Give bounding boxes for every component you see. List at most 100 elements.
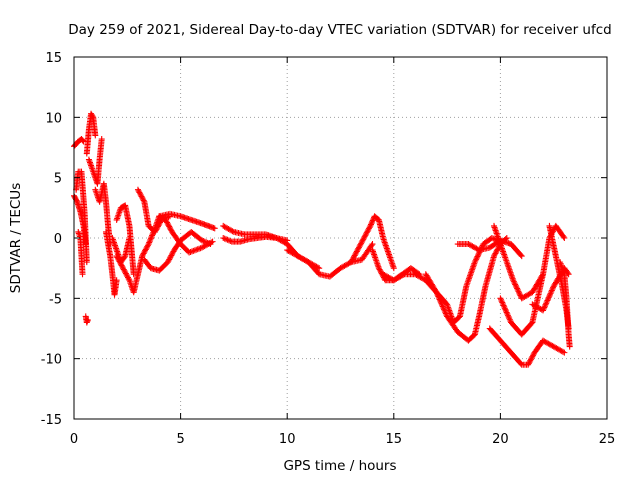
data-point <box>141 249 148 256</box>
data-point <box>140 250 147 257</box>
data-point <box>120 265 127 272</box>
data-point <box>115 255 122 262</box>
series-arc-f <box>83 110 99 157</box>
data-point <box>368 242 375 249</box>
data-point <box>493 247 500 254</box>
data-point <box>517 252 524 259</box>
data-point <box>510 278 517 285</box>
data-point <box>561 235 568 241</box>
data-point <box>356 243 363 250</box>
data-point <box>203 239 210 246</box>
data-point <box>542 301 549 308</box>
data-point <box>512 281 519 288</box>
data-point <box>390 265 397 272</box>
data-point <box>360 236 367 243</box>
y-tick-label: 5 <box>54 172 62 187</box>
axis-ticks: 0 5 10 15 20 25 -15 -10 -5 0 5 10 15 <box>41 51 616 447</box>
data-point <box>351 252 358 259</box>
x-tick-label: 10 <box>279 432 296 447</box>
data-point <box>547 290 554 297</box>
data-point <box>511 280 518 287</box>
data-point <box>122 270 129 277</box>
data-point <box>137 192 144 199</box>
data-point <box>501 305 508 312</box>
series-arc-d <box>75 228 86 278</box>
data-point <box>516 289 523 296</box>
data-point <box>83 259 90 266</box>
series-arc-o <box>141 228 214 274</box>
data-point <box>376 266 383 273</box>
data-point <box>147 236 154 243</box>
data-point <box>528 320 535 327</box>
data-point <box>149 231 156 238</box>
data-point <box>546 293 553 300</box>
data-point <box>166 224 173 231</box>
data-point <box>113 277 120 284</box>
data-point <box>92 132 99 139</box>
data-point <box>545 296 552 303</box>
data-point <box>140 197 147 204</box>
data-point <box>550 284 557 291</box>
data-point <box>169 249 176 256</box>
data-point <box>543 300 550 307</box>
x-axis-label: GPS time / hours <box>283 458 396 474</box>
data-point <box>79 271 86 278</box>
data-point <box>497 295 504 302</box>
x-tick-label: 15 <box>386 432 403 447</box>
data-point <box>365 225 372 232</box>
data-point <box>358 239 365 246</box>
data-point <box>118 262 125 269</box>
series-arc-r <box>220 233 291 245</box>
data-point <box>354 247 361 254</box>
data-point <box>198 237 205 244</box>
data-point <box>139 194 146 201</box>
data-point <box>540 307 547 314</box>
data-point <box>166 255 173 262</box>
data-point <box>526 359 533 366</box>
data-point <box>200 238 207 245</box>
data-point <box>475 252 482 259</box>
data-point <box>471 259 478 266</box>
data-point <box>365 226 372 233</box>
data-point <box>113 253 120 260</box>
data-point <box>501 303 508 310</box>
data-point <box>527 357 534 364</box>
data-point <box>503 308 510 315</box>
data-point <box>229 228 236 235</box>
data-point <box>168 252 175 259</box>
data-point <box>358 240 365 247</box>
data-point <box>527 356 534 363</box>
chart-title: Day 259 of 2021, Sidereal Day-to-day VTE… <box>68 22 611 38</box>
data-point <box>117 259 124 266</box>
data-point <box>145 241 152 248</box>
data-point <box>223 236 230 243</box>
data-point <box>114 254 121 261</box>
data-point <box>543 298 550 305</box>
series-arc-l <box>113 253 146 296</box>
data-point <box>211 225 218 232</box>
data-point <box>360 235 367 241</box>
data-point <box>548 288 555 295</box>
data-point <box>98 136 105 143</box>
series-arc-x <box>433 235 504 326</box>
data-point <box>121 267 128 274</box>
data-point <box>367 221 374 228</box>
data-point <box>502 306 509 313</box>
data-point <box>227 238 234 245</box>
data-point <box>361 233 368 240</box>
data-point <box>352 251 359 258</box>
data-point <box>525 361 532 368</box>
data-point <box>139 253 146 260</box>
data-point <box>504 310 511 317</box>
data-point <box>368 220 375 227</box>
data-point <box>369 218 376 225</box>
data-point <box>143 245 150 252</box>
data-point <box>125 275 132 282</box>
series-arc-g <box>85 136 105 187</box>
data-point <box>146 238 153 245</box>
data-point <box>560 348 567 355</box>
y-tick-label: -15 <box>41 413 62 428</box>
data-point <box>150 228 157 235</box>
data-point <box>135 188 142 195</box>
